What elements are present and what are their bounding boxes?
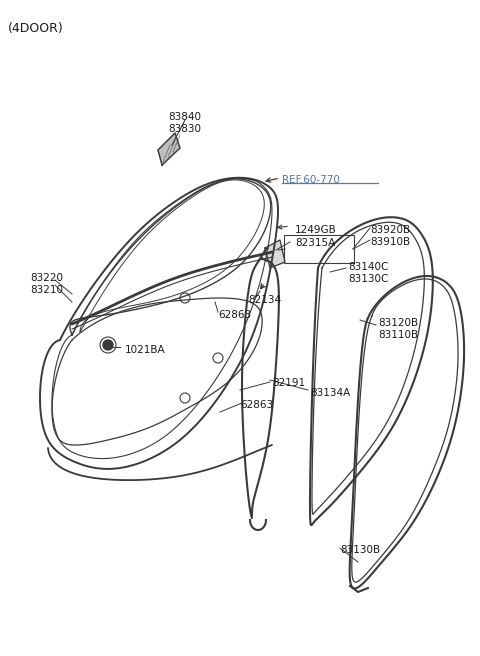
- Text: 82134: 82134: [248, 295, 281, 305]
- Text: 83840
83830: 83840 83830: [168, 112, 202, 134]
- Polygon shape: [158, 133, 180, 165]
- Text: 82191: 82191: [272, 378, 305, 388]
- Text: 1249GB: 1249GB: [295, 225, 337, 235]
- Text: REF.60-770: REF.60-770: [282, 175, 340, 185]
- Text: 62863: 62863: [218, 310, 251, 320]
- Text: 1021BA: 1021BA: [125, 345, 166, 355]
- Text: 83220
83210: 83220 83210: [30, 273, 63, 295]
- FancyBboxPatch shape: [284, 235, 354, 263]
- Text: 83120B
83110B: 83120B 83110B: [378, 318, 418, 340]
- Text: 83920B
83910B: 83920B 83910B: [370, 225, 410, 247]
- Circle shape: [103, 340, 113, 350]
- Text: 83140C
83130C: 83140C 83130C: [348, 262, 388, 283]
- Text: 83130B: 83130B: [340, 545, 380, 555]
- Text: 62863: 62863: [240, 400, 273, 410]
- Polygon shape: [265, 240, 285, 268]
- Text: 83134A: 83134A: [310, 388, 350, 398]
- Text: 82315A: 82315A: [295, 238, 335, 248]
- Text: (4DOOR): (4DOOR): [8, 22, 64, 35]
